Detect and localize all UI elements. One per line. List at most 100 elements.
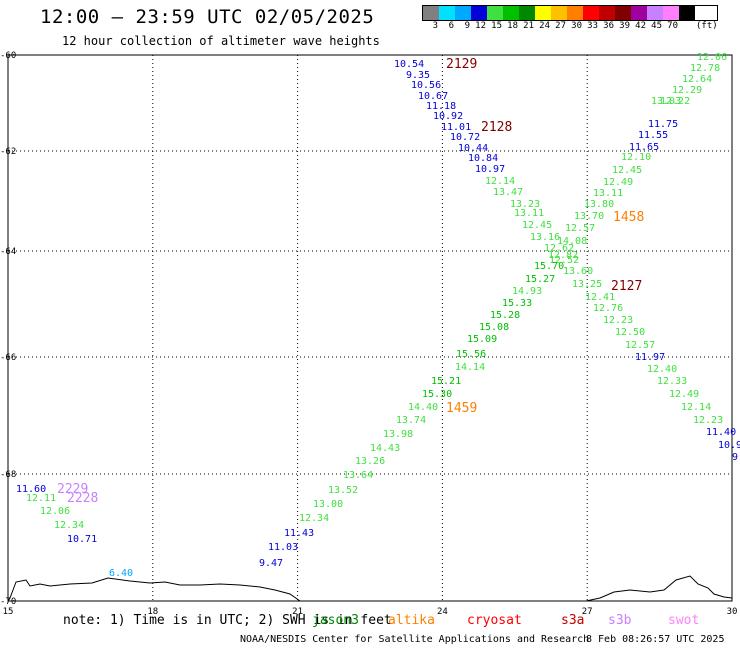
swh-observation: 12.57 — [565, 223, 595, 234]
swh-observation: 13.00 — [313, 499, 343, 510]
legend-swatch — [599, 6, 615, 20]
swh-observation: 9.35 — [406, 70, 430, 81]
swh-observation: 12.78 — [690, 63, 720, 74]
legend-swatch — [503, 6, 519, 20]
swh-observation: 11.60 — [16, 484, 46, 495]
swh-observation: 12.14 — [485, 176, 515, 187]
swh-observation: 13.70 — [574, 211, 604, 222]
swh-observation: 10.71 — [67, 534, 97, 545]
legend-swatch — [535, 6, 551, 20]
swh-observation: 6.40 — [109, 568, 133, 579]
map-frame — [7, 54, 733, 602]
lon-tick-label: 24 — [437, 607, 448, 617]
swh-observation: 12.33 — [657, 376, 687, 387]
swh-observation: 14.43 — [370, 443, 400, 454]
track-time-label: 1458 — [613, 210, 644, 225]
swh-observation: 13.64 — [343, 470, 373, 481]
track-time-label: 2128 — [481, 120, 512, 135]
swh-observation: 15.56 — [456, 349, 486, 360]
legend-scale-label: 36 — [603, 21, 614, 31]
swh-observation: 13.25 — [572, 279, 602, 290]
legend-swatch — [615, 6, 631, 20]
legend-scale-label: 9 — [464, 21, 470, 31]
lon-tick-label: 30 — [727, 607, 738, 617]
swh-observation: 12.76 — [593, 303, 623, 314]
track-time-label: 2127 — [611, 279, 642, 294]
swh-observation: 14.93 — [512, 286, 542, 297]
swh-observation: 13.80 — [584, 199, 614, 210]
legend-scale-label: 45 — [651, 21, 662, 31]
swh-observation: 12.34 — [299, 513, 329, 524]
swh-observation: 12.10 — [621, 152, 651, 163]
note-text: note: 1) Time is in UTC; 2) SWH is in fe… — [63, 613, 392, 628]
track-time-label: 2229 — [57, 482, 88, 497]
legend-swatches — [422, 5, 718, 21]
observations-layer: 10.549.3510.5610.6711.1810.9211.0110.721… — [16, 52, 740, 579]
swh-observation: 11.55 — [638, 130, 668, 141]
mission-label: jason3 — [312, 613, 359, 628]
chart-title: 12:00 – 23:59 UTC 02/05/2025 — [40, 6, 375, 28]
legend-scale-label: 33 — [587, 21, 598, 31]
swh-observation: 12.82 — [548, 250, 578, 261]
swh-observation: 10.97 — [475, 164, 505, 175]
legend-scale-label: 24 — [539, 21, 550, 31]
swh-observation: 12.62 — [544, 243, 574, 254]
swh-observation: 15.27 — [525, 274, 555, 285]
chart-subtitle: 12 hour collection of altimeter wave hei… — [62, 34, 380, 48]
swh-observation: 13.52 — [328, 485, 358, 496]
timestamp-text: 8 Feb 08:26:57 UTC 2025 — [586, 634, 725, 645]
swh-observation: 10.67 — [418, 91, 448, 102]
swh-observation: 12.64 — [682, 74, 712, 85]
mission-label: altika — [388, 613, 435, 628]
legend-scale-label: 6 — [448, 21, 454, 31]
swh-observation: 15.08 — [479, 322, 509, 333]
legend-swatch — [647, 6, 663, 20]
swh-observation: 10.56 — [411, 80, 441, 91]
swh-observation: 10.44 — [458, 143, 488, 154]
swh-observation: 12.14 — [681, 402, 711, 413]
lat-tick-label: -66 — [0, 353, 16, 363]
coastline — [7, 577, 301, 602]
legend-swatch — [423, 6, 439, 20]
swh-observation: 12.34 — [54, 520, 84, 531]
legend-swatch — [583, 6, 599, 20]
lat-tick-label: -70 — [0, 597, 16, 607]
swh-observation: 13.11 — [514, 208, 544, 219]
gridlines — [8, 55, 732, 601]
swh-observation: 12.50 — [615, 327, 645, 338]
swh-observation: 9.47 — [259, 558, 283, 569]
swh-observation: 15.30 — [422, 389, 452, 400]
swh-observation: 13.98 — [383, 429, 413, 440]
swh-observation: 12.45 — [612, 165, 642, 176]
legend-swatch — [663, 6, 679, 20]
credit-text: NOAA/NESDIS Center for Satellite Applica… — [240, 634, 590, 645]
swh-observation: 10.92 — [433, 111, 463, 122]
swh-observation: 13.74 — [396, 415, 426, 426]
lon-tick-label: 15 — [3, 607, 14, 617]
lat-tick-label: -68 — [0, 470, 16, 480]
lat-tick-label: -62 — [0, 147, 16, 157]
legend-swatch — [679, 6, 695, 20]
swh-observation: 12.41 — [585, 292, 615, 303]
swh-observation: 10.54 — [394, 59, 424, 70]
legend-scale-label: 12 — [475, 21, 486, 31]
swh-observation: 13.23 — [510, 199, 540, 210]
mission-label: s3a — [561, 613, 585, 628]
swh-observation: 15.28 — [490, 310, 520, 321]
legend-scale-label: 27 — [555, 21, 566, 31]
swh-observation: 11.01 — [441, 122, 471, 133]
swh-observation: 15.21 — [431, 376, 461, 387]
lat-tick-label: -64 — [0, 247, 16, 257]
swh-observation: 13.03 — [651, 96, 681, 107]
swh-observation: 15.09 — [467, 334, 497, 345]
mission-label: s3b — [608, 613, 632, 628]
coastline-east — [585, 575, 733, 602]
swh-observation: 12.06 — [697, 52, 727, 63]
legend-swatch — [455, 6, 471, 20]
swh-observation: 11.03 — [268, 542, 298, 553]
legend-scale-label: 21 — [523, 21, 534, 31]
legend-scale-label: 30 — [571, 21, 582, 31]
legend-scale-label: 3 — [432, 21, 438, 31]
